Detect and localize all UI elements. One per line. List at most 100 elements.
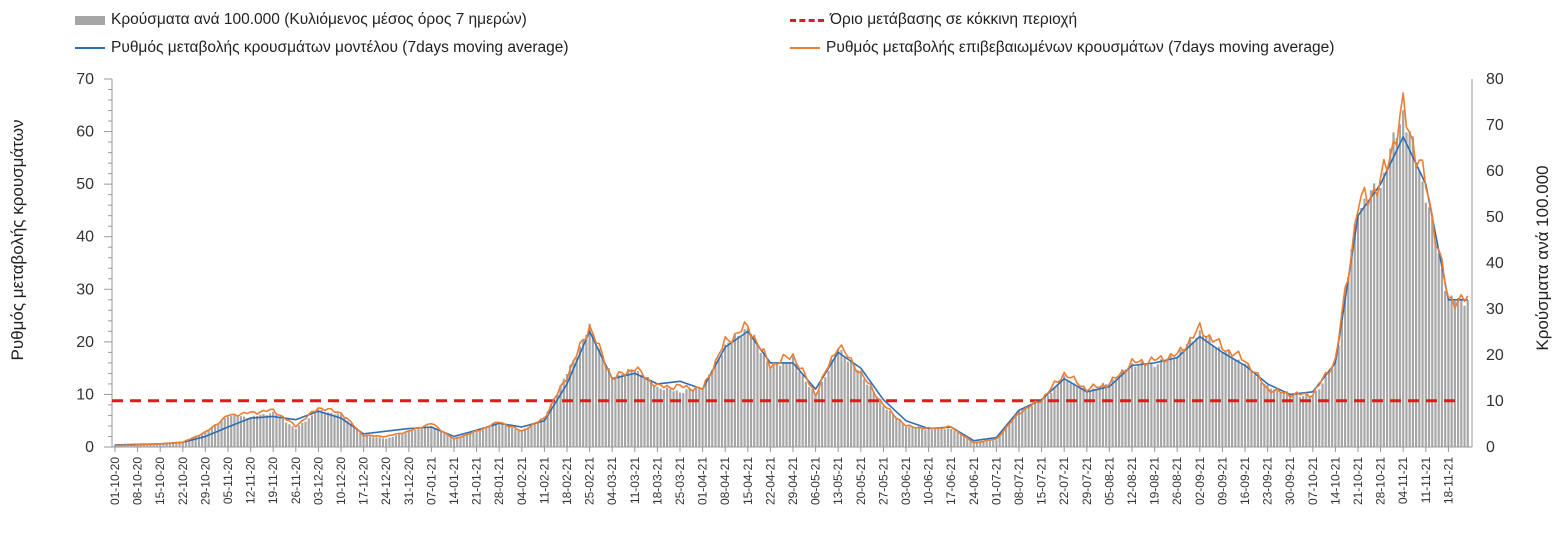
case-bar (523, 428, 527, 447)
x-tick-label: 20-05-21 (854, 457, 868, 505)
case-bar (1150, 362, 1153, 447)
right-tick-label: 20 (1486, 347, 1504, 364)
case-bar (1001, 431, 1004, 447)
case-bar (814, 395, 817, 447)
case-bar (1434, 241, 1437, 447)
case-bar (439, 431, 443, 447)
case-bar (475, 430, 478, 447)
x-tick-label: 26-08-21 (1170, 457, 1184, 505)
x-tick-label: 14-10-21 (1328, 457, 1342, 505)
x-tick-label: 29-07-21 (1080, 457, 1094, 505)
left-tick-label: 40 (76, 229, 94, 246)
case-bar (1159, 359, 1163, 447)
case-bar (1046, 395, 1050, 447)
legend-model-label: Ρυθμός μεταβολής κρουσμάτων μοντέλου (7d… (111, 39, 569, 56)
case-bar (1017, 410, 1021, 447)
case-bar (146, 443, 149, 447)
x-tick-label: 22-10-20 (176, 457, 190, 505)
case-bar (924, 429, 927, 447)
x-tick-label: 21-10-21 (1351, 457, 1365, 505)
case-bar (213, 424, 217, 447)
case-bar (1466, 300, 1469, 447)
case-bar (401, 433, 404, 447)
x-tick-label: 04-02-21 (515, 457, 529, 505)
x-tick-label: 10-12-20 (334, 457, 348, 505)
case-bar (788, 361, 791, 447)
case-bar (624, 373, 627, 447)
x-tick-label: 17-06-21 (944, 457, 958, 505)
case-bar (1140, 361, 1143, 447)
case-bar (817, 390, 820, 447)
case-bar (943, 429, 946, 447)
case-bar (1004, 426, 1008, 447)
case-bar (782, 362, 785, 447)
case-bar (1069, 383, 1072, 447)
case-bar (1292, 394, 1295, 447)
case-bar (1298, 396, 1301, 447)
case-bar (985, 440, 988, 447)
case-bar (452, 438, 456, 447)
case-bar (414, 429, 417, 447)
case-bar (711, 369, 714, 447)
case-bar (178, 441, 181, 447)
case-bar (285, 422, 288, 447)
case-bar (511, 427, 514, 447)
case-bar (791, 356, 795, 447)
case-bar (294, 428, 297, 447)
x-tick-label: 21-01-21 (470, 457, 484, 505)
case-bar (827, 370, 830, 447)
right-tick-label: 30 (1486, 301, 1504, 318)
case-bar (543, 416, 546, 447)
legend-confirmed-label: Ρυθμός μεταβολής επιβεβαιωμένων κρουσμάτ… (826, 39, 1335, 56)
case-bar (498, 424, 501, 447)
x-tick-label: 17-12-20 (357, 457, 371, 505)
case-bar (1405, 132, 1408, 447)
case-bar (775, 364, 778, 447)
case-bar (1305, 394, 1308, 447)
left-tick-label: 70 (76, 71, 94, 88)
case-bar (230, 415, 233, 447)
case-bar (972, 442, 975, 447)
case-bar (491, 425, 494, 447)
case-bar (184, 440, 188, 447)
x-tick-label: 11-03-21 (628, 457, 642, 504)
case-bar (481, 428, 485, 447)
case-bar (1240, 364, 1243, 447)
case-bar (1066, 380, 1069, 447)
x-tick-label: 03-12-20 (311, 457, 325, 505)
case-bar (1056, 385, 1059, 447)
x-tick-label: 22-04-21 (763, 457, 777, 505)
case-bar (1321, 383, 1324, 447)
case-bar (1095, 389, 1098, 447)
case-bar (1079, 387, 1082, 447)
case-bar (569, 364, 572, 447)
case-bar (252, 415, 255, 447)
x-tick-label: 11-02-21 (537, 457, 551, 504)
case-bar (1308, 396, 1311, 447)
case-bar (998, 435, 1001, 447)
case-bar (594, 345, 598, 447)
case-bar (630, 368, 633, 447)
case-bar (1260, 382, 1263, 447)
case-bar (533, 423, 536, 447)
x-tick-label: 04-11-21 (1396, 457, 1410, 504)
case-bar (749, 333, 753, 447)
orange-line-swatch (790, 47, 820, 49)
case-bar (850, 360, 853, 447)
case-bar (930, 429, 933, 447)
case-bar (1124, 369, 1127, 447)
case-bar (656, 386, 659, 447)
case-bar (217, 423, 220, 447)
case-bar (1201, 335, 1205, 447)
case-bar (446, 434, 449, 447)
case-bar (1331, 367, 1334, 447)
case-bar (572, 360, 575, 447)
case-bar (956, 431, 959, 447)
case-bar (879, 399, 882, 447)
case-bar (1408, 131, 1411, 447)
case-bar (1198, 330, 1201, 447)
x-tick-label: 31-12-20 (402, 457, 416, 505)
left-tick-label: 20 (76, 334, 94, 351)
case-bar (662, 390, 665, 447)
case-bar (837, 348, 840, 447)
